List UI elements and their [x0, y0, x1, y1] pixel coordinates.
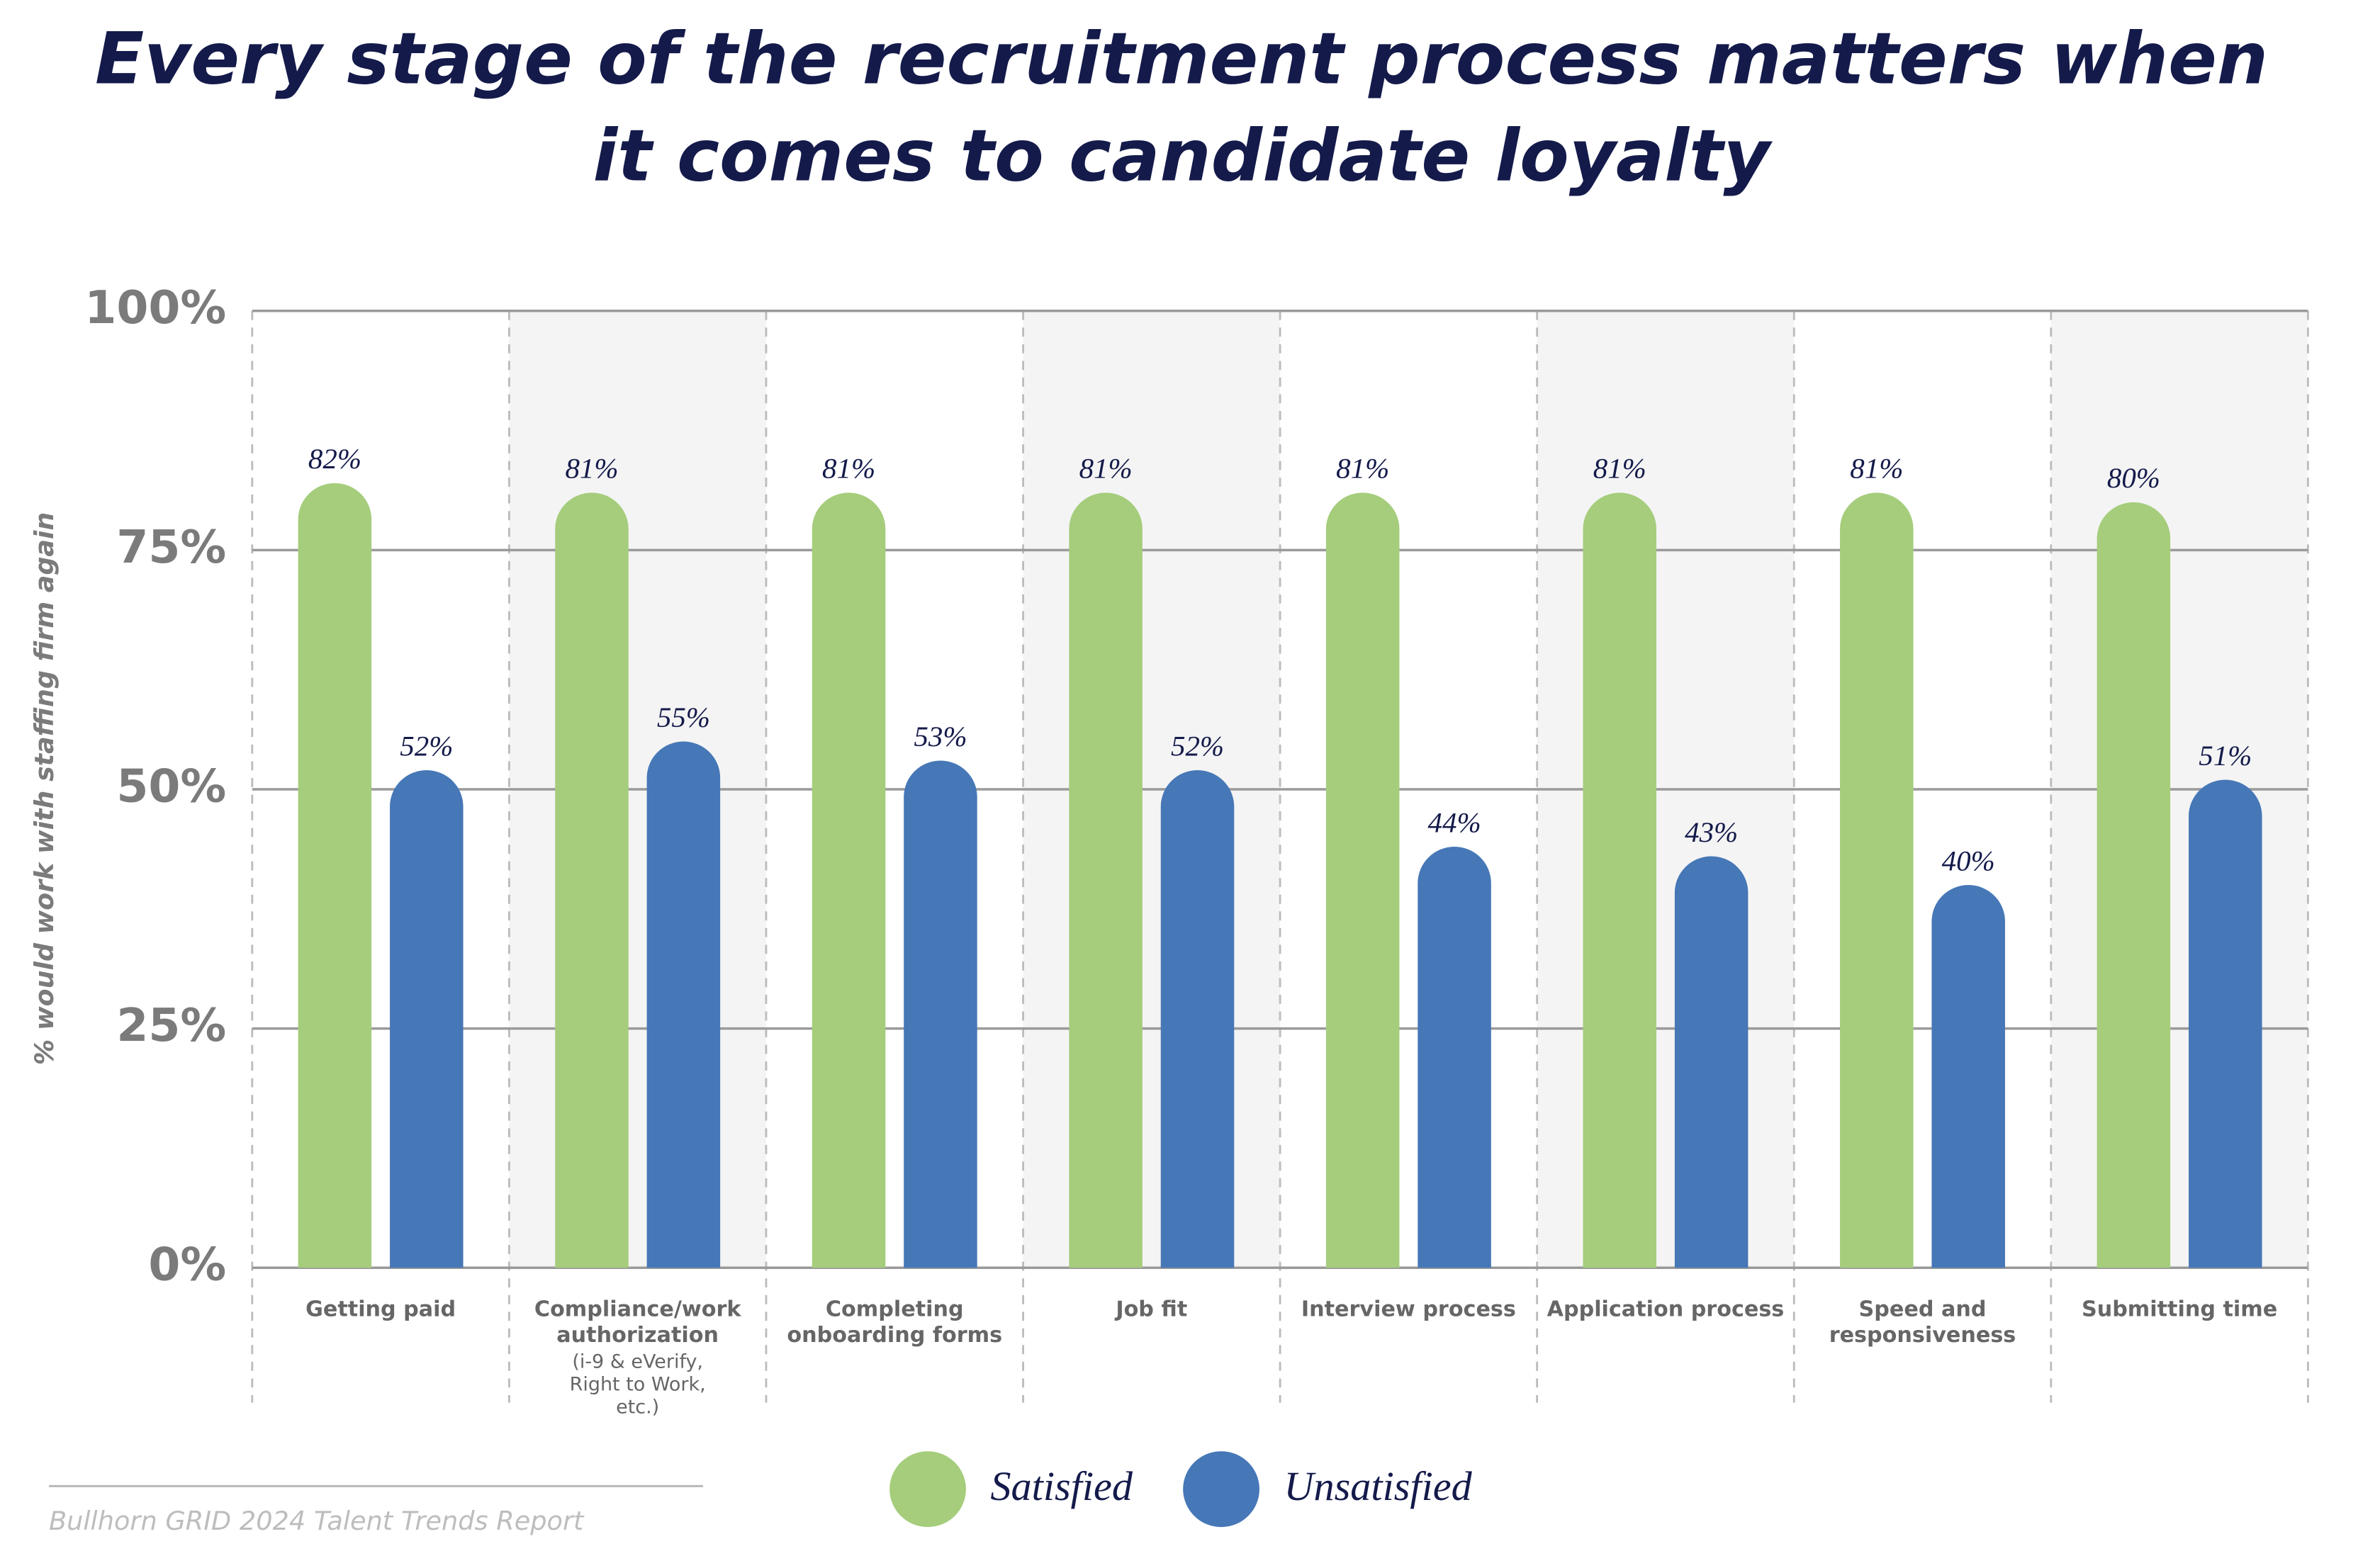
bar — [2097, 502, 2171, 1268]
x-tick-box: Submitting time — [2081, 1298, 2278, 1323]
value-label: 81% — [822, 453, 875, 485]
value-label: 81% — [1850, 453, 1903, 485]
value-label: 81% — [565, 453, 618, 485]
bar — [298, 483, 372, 1268]
value-label: 53% — [914, 721, 967, 752]
bar — [904, 760, 977, 1268]
x-tick-label: Compliance/work authorization — [534, 1298, 741, 1348]
legend-label: Satisfied — [990, 1463, 1133, 1509]
bar — [812, 492, 886, 1268]
x-tick-box: Interview process — [1301, 1298, 1516, 1323]
x-tick-box: Job fit — [1116, 1298, 1188, 1323]
value-label: 52% — [1171, 730, 1224, 762]
value-label: 81% — [1336, 453, 1389, 485]
bar — [1325, 492, 1400, 1268]
bar — [1931, 885, 2005, 1268]
bar — [2189, 779, 2262, 1268]
y-tick-label: 50% — [116, 760, 226, 813]
bar — [646, 741, 721, 1268]
bar — [555, 492, 629, 1268]
bar — [390, 769, 464, 1268]
x-tick-label: Job fit — [1116, 1298, 1188, 1323]
value-label: 80% — [2107, 462, 2160, 494]
value-label: 81% — [1079, 453, 1133, 485]
bar — [1583, 492, 1657, 1268]
x-tick-box: Getting paid — [305, 1298, 456, 1323]
bar — [1674, 856, 1749, 1268]
value-label: 82% — [308, 443, 361, 475]
x-tick-box: Speed and responsiveness — [1829, 1298, 2016, 1348]
y-tick-label: 0% — [148, 1239, 226, 1292]
x-tick-box: Compliance/work authorization(i-9 & eVer… — [534, 1298, 741, 1418]
bar — [1069, 492, 1143, 1268]
x-tick-label: Submitting time — [2081, 1298, 2278, 1323]
title-box: Every stage of the recruitment process m… — [94, 18, 2269, 199]
value-label: 52% — [400, 730, 453, 762]
value-label: 40% — [1942, 845, 1995, 877]
value-label: 55% — [657, 701, 710, 733]
value-label: 44% — [1428, 807, 1481, 839]
legend-swatch — [889, 1451, 966, 1528]
x-tick-note: (i-9 & eVerify, Right to Work, etc.) — [569, 1349, 706, 1418]
bar — [1418, 847, 1491, 1268]
x-tick-label: Getting paid — [305, 1298, 456, 1323]
bar — [1160, 769, 1235, 1268]
legend-label: Unsatisfied — [1284, 1463, 1472, 1509]
x-tick-label: Speed and responsiveness — [1829, 1298, 2016, 1348]
value-label: 81% — [1593, 453, 1646, 485]
x-tick-label: Interview process — [1301, 1298, 1516, 1323]
value-label: 43% — [1685, 816, 1738, 848]
bar — [1840, 492, 1914, 1268]
x-tick-box: Application process — [1547, 1298, 1785, 1323]
legend-swatch — [1183, 1451, 1259, 1528]
value-label: 51% — [2199, 740, 2252, 772]
x-tick-label: Completing onboarding forms — [787, 1298, 1003, 1348]
y-tick-label: 100% — [84, 281, 226, 334]
y-tick-label: 25% — [116, 999, 226, 1052]
chart-title: Every stage of the recruitment process m… — [94, 18, 2269, 199]
source: Bullhorn GRID 2024 Talent Trends Report — [49, 1506, 585, 1536]
y-axis-label: % would work with staffing firm again — [29, 512, 60, 1065]
x-tick-label: Application process — [1547, 1298, 1785, 1323]
y-tick-label: 75% — [116, 521, 226, 574]
x-tick-box: Completing onboarding forms — [787, 1298, 1003, 1348]
